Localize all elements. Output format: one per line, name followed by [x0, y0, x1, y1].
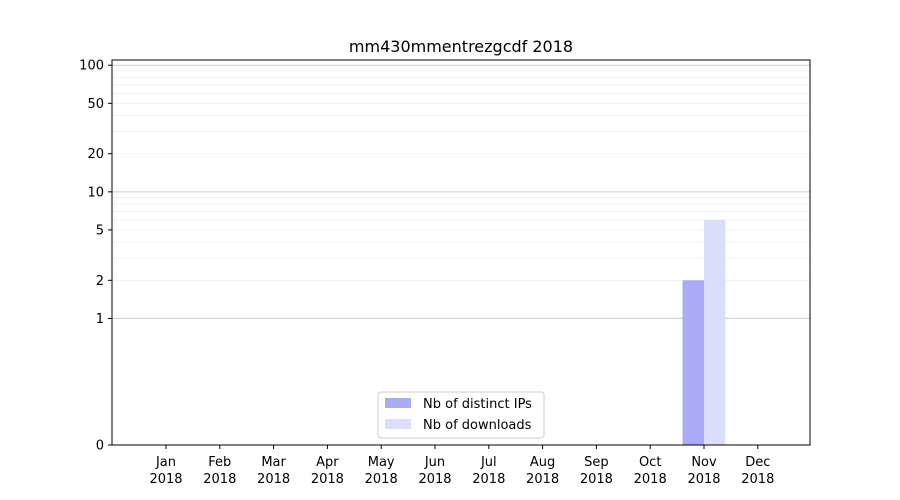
x-tick-label-year: 2018: [687, 472, 720, 487]
x-tick-label-year: 2018: [203, 472, 236, 487]
x-tick-label-month: Aug: [530, 455, 555, 470]
y-tick-label: 50: [87, 97, 104, 112]
x-tick-label-year: 2018: [149, 472, 182, 487]
y-axis-ticks: 0 1 2 5 10 20 50 100: [79, 59, 112, 454]
x-tick-label-year: 2018: [365, 472, 398, 487]
legend: Nb of distinct IPs Nb of downloads: [377, 391, 545, 439]
x-tick-label-year: 2018: [311, 472, 344, 487]
bars-group: [682, 219, 726, 445]
x-tick-label-month: Feb: [208, 455, 231, 470]
x-tick-label-month: Dec: [745, 455, 770, 470]
legend-label-distinct-ips: Nb of distinct IPs: [423, 397, 532, 412]
legend-swatch-downloads: [385, 419, 411, 429]
chart-title: mm430mmentrezgcdf 2018: [349, 37, 573, 56]
y-tick-label: 20: [87, 147, 104, 162]
legend-label-downloads: Nb of downloads: [423, 418, 532, 433]
x-tick-label-month: Apr: [316, 455, 339, 470]
x-tick-label-year: 2018: [418, 472, 451, 487]
bar-distinct-ips: [682, 280, 704, 445]
y-tick-label: 1: [96, 312, 104, 327]
y-tick-label: 0: [96, 439, 104, 454]
legend-box: [377, 391, 545, 439]
grid-lines: [112, 64, 810, 319]
x-tick-label-month: Mar: [261, 455, 286, 470]
y-tick-label: 2: [96, 274, 104, 289]
x-tick-label-month: May: [368, 455, 395, 470]
x-tick-label-year: 2018: [472, 472, 505, 487]
y-tick-label: 5: [96, 223, 104, 238]
x-tick-label-month: Oct: [639, 455, 661, 470]
x-tick-label-year: 2018: [580, 472, 613, 487]
x-tick-label-year: 2018: [741, 472, 774, 487]
x-tick-label-month: Nov: [691, 455, 717, 470]
x-tick-label-year: 2018: [634, 472, 667, 487]
bar-downloads: [704, 219, 726, 445]
x-tick-label-month: Jun: [424, 455, 445, 470]
y-tick-label: 100: [79, 59, 104, 74]
legend-swatch-distinct-ips: [385, 398, 411, 408]
x-tick-label-month: Jul: [480, 455, 497, 470]
y-tick-label: 10: [87, 185, 104, 200]
x-tick-label-year: 2018: [257, 472, 290, 487]
x-tick-label-month: Jan: [155, 455, 176, 470]
x-tick-label-month: Sep: [584, 455, 609, 470]
x-axis-ticks: Jan 2018 Feb 2018 Mar 2018 Apr 2018 May 2018 Jun 20…: [149, 445, 774, 487]
x-tick-label-year: 2018: [526, 472, 559, 487]
plot-frame: [111, 59, 811, 446]
